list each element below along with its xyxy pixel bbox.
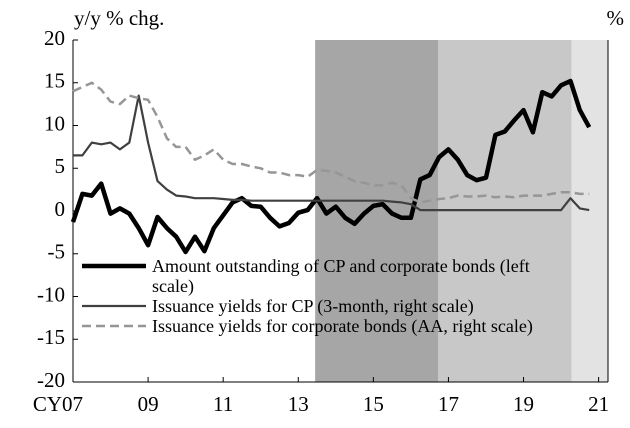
y-tick-label: -10 [37, 282, 65, 306]
series-line [70, 78, 592, 255]
legend-item: Amount outstanding of CP and corporate b… [80, 256, 550, 296]
y-tick-label: -15 [37, 325, 65, 349]
series-line [73, 94, 590, 212]
y-tick-label: -5 [48, 240, 66, 264]
y-tick-label: 15 [44, 69, 65, 93]
y-axis-label: y/y % chg. [74, 6, 164, 30]
x-tick-label: 21 [588, 392, 609, 416]
y-tick-label: 5 [55, 154, 66, 178]
x-tick-label: CY07 [33, 392, 83, 416]
legend-swatch [82, 263, 146, 269]
legend-item: Issuance yields for CP (3-month, right s… [80, 296, 550, 316]
series-line [72, 81, 590, 204]
y-tick-label: 20 [44, 26, 65, 50]
y-tick-label: 0 [55, 197, 66, 221]
x-tick-label: 13 [288, 392, 309, 416]
x-tick-label: 17 [438, 392, 459, 416]
legend-swatch [82, 304, 146, 308]
y-tick-label: -20 [37, 368, 65, 392]
legend-swatch [82, 324, 146, 328]
legend-label: Issuance yields for corporate bonds (AA,… [152, 316, 533, 336]
x-tick-label: 19 [513, 392, 534, 416]
legend-label: Amount outstanding of CP and corporate b… [152, 256, 530, 296]
x-tick-label: 09 [138, 392, 159, 416]
shaded-period [571, 40, 608, 382]
legend: Amount outstanding of CP and corporate b… [80, 256, 550, 336]
shaded-period [315, 40, 439, 382]
legend-item: Issuance yields for corporate bonds (AA,… [80, 316, 550, 336]
x-tick-label: 15 [363, 392, 384, 416]
y2-axis-label: % [607, 6, 625, 30]
y-tick-label: 10 [44, 111, 65, 135]
x-tick-label: 11 [213, 392, 233, 416]
legend-label: Issuance yields for CP (3-month, right s… [152, 296, 474, 316]
